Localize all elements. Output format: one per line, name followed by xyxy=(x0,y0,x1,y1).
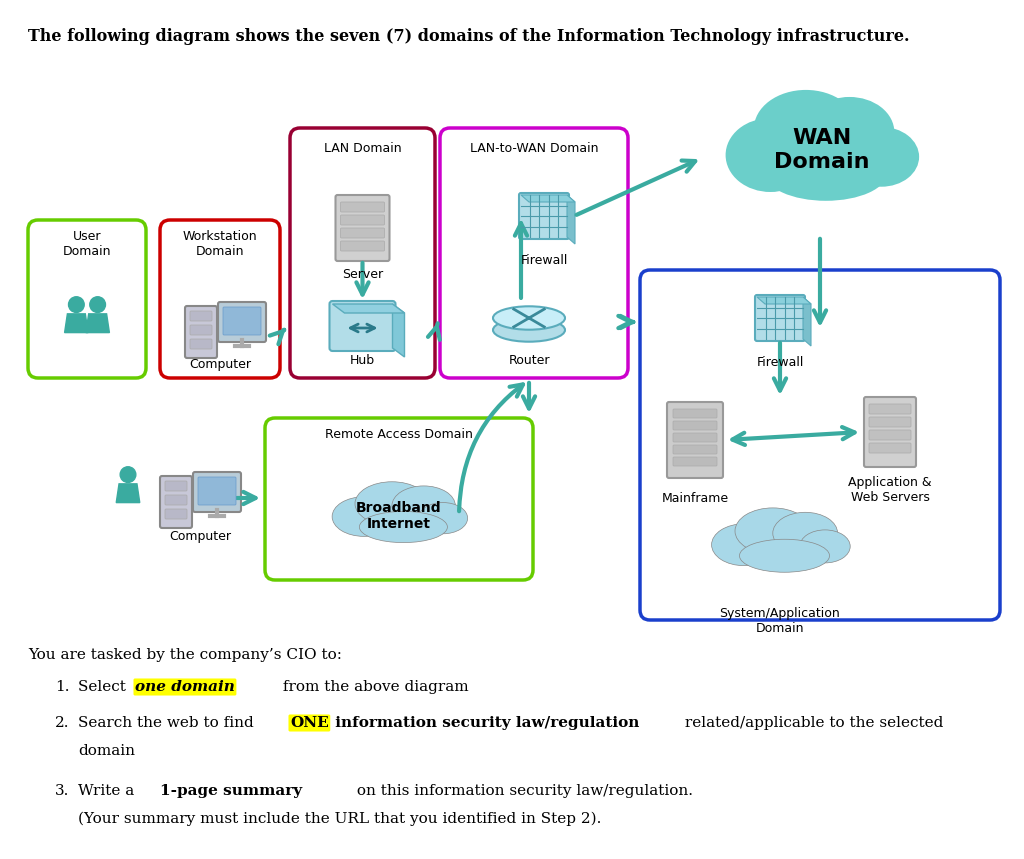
Polygon shape xyxy=(803,297,811,346)
Text: 1.: 1. xyxy=(55,680,70,694)
FancyBboxPatch shape xyxy=(223,307,261,335)
Polygon shape xyxy=(567,195,575,244)
Text: Hub: Hub xyxy=(350,354,375,367)
Ellipse shape xyxy=(359,511,447,543)
FancyBboxPatch shape xyxy=(190,339,212,349)
Ellipse shape xyxy=(739,539,829,572)
Text: Firewall: Firewall xyxy=(757,356,804,369)
Text: Computer: Computer xyxy=(169,530,231,543)
FancyBboxPatch shape xyxy=(864,397,916,467)
Ellipse shape xyxy=(735,508,811,554)
Ellipse shape xyxy=(754,90,858,168)
Polygon shape xyxy=(117,484,139,503)
Ellipse shape xyxy=(493,307,565,330)
Text: related/applicable to the selected: related/applicable to the selected xyxy=(680,716,943,730)
FancyBboxPatch shape xyxy=(869,430,911,440)
Ellipse shape xyxy=(332,497,395,536)
FancyBboxPatch shape xyxy=(673,445,717,454)
Text: from the above diagram: from the above diagram xyxy=(278,680,469,694)
FancyBboxPatch shape xyxy=(330,301,395,351)
Ellipse shape xyxy=(712,524,776,565)
FancyBboxPatch shape xyxy=(673,433,717,442)
Circle shape xyxy=(69,296,84,313)
Text: LAN Domain: LAN Domain xyxy=(324,142,401,155)
Text: Firewall: Firewall xyxy=(520,254,567,267)
Text: Remote Access Domain: Remote Access Domain xyxy=(325,428,473,441)
Text: Workstation
Domain: Workstation Domain xyxy=(182,230,257,258)
FancyBboxPatch shape xyxy=(165,495,187,505)
Text: 1-page summary: 1-page summary xyxy=(160,784,302,798)
Text: Server: Server xyxy=(342,268,383,281)
Text: Computer: Computer xyxy=(189,358,251,371)
FancyBboxPatch shape xyxy=(185,306,217,358)
Text: Router: Router xyxy=(508,354,550,367)
FancyBboxPatch shape xyxy=(198,477,236,505)
Text: The following diagram shows the seven (7) domains of the Information Technology : The following diagram shows the seven (7… xyxy=(28,28,909,45)
FancyBboxPatch shape xyxy=(869,404,911,414)
Text: WAN
Domain: WAN Domain xyxy=(774,128,869,172)
Text: Write a: Write a xyxy=(78,784,139,798)
Text: Broadband
Internet: Broadband Internet xyxy=(356,501,441,531)
Text: (Your summary must include the URL that you identified in Step 2).: (Your summary must include the URL that … xyxy=(78,812,601,826)
Ellipse shape xyxy=(844,127,920,186)
Circle shape xyxy=(90,296,105,313)
FancyBboxPatch shape xyxy=(218,302,266,342)
Text: domain: domain xyxy=(78,744,135,758)
FancyBboxPatch shape xyxy=(673,409,717,418)
Text: 2.: 2. xyxy=(55,716,70,730)
Polygon shape xyxy=(757,297,811,304)
FancyBboxPatch shape xyxy=(190,311,212,321)
FancyBboxPatch shape xyxy=(341,202,384,212)
Text: one domain: one domain xyxy=(135,680,234,694)
Ellipse shape xyxy=(392,486,456,526)
Ellipse shape xyxy=(419,503,468,533)
Polygon shape xyxy=(86,314,110,332)
FancyBboxPatch shape xyxy=(755,295,805,341)
Text: Application &
Web Servers: Application & Web Servers xyxy=(848,476,932,504)
Ellipse shape xyxy=(800,530,850,563)
Polygon shape xyxy=(333,304,404,313)
Polygon shape xyxy=(65,314,88,332)
FancyBboxPatch shape xyxy=(336,195,389,261)
FancyBboxPatch shape xyxy=(160,476,193,528)
FancyBboxPatch shape xyxy=(341,228,384,238)
Text: information security law/regulation: information security law/regulation xyxy=(330,716,639,730)
Text: User
Domain: User Domain xyxy=(62,230,112,258)
FancyBboxPatch shape xyxy=(193,472,241,512)
Ellipse shape xyxy=(726,118,815,192)
Polygon shape xyxy=(521,195,575,202)
FancyBboxPatch shape xyxy=(667,402,723,478)
FancyBboxPatch shape xyxy=(190,325,212,335)
Text: Mainframe: Mainframe xyxy=(662,492,728,505)
FancyBboxPatch shape xyxy=(165,481,187,491)
Ellipse shape xyxy=(773,512,838,554)
Text: System/Application
Domain: System/Application Domain xyxy=(720,607,841,635)
Text: You are tasked by the company’s CIO to:: You are tasked by the company’s CIO to: xyxy=(28,648,342,662)
Text: LAN-to-WAN Domain: LAN-to-WAN Domain xyxy=(470,142,598,155)
Text: Search the web to find: Search the web to find xyxy=(78,716,259,730)
Polygon shape xyxy=(392,304,404,357)
Text: 3.: 3. xyxy=(55,784,70,798)
Ellipse shape xyxy=(493,319,565,342)
Ellipse shape xyxy=(765,144,887,201)
FancyBboxPatch shape xyxy=(673,421,717,430)
FancyBboxPatch shape xyxy=(165,509,187,519)
Circle shape xyxy=(120,466,136,483)
FancyBboxPatch shape xyxy=(519,193,569,239)
FancyBboxPatch shape xyxy=(673,457,717,466)
Ellipse shape xyxy=(355,482,429,526)
FancyBboxPatch shape xyxy=(341,215,384,225)
FancyBboxPatch shape xyxy=(341,241,384,251)
Ellipse shape xyxy=(805,97,894,168)
Text: Select: Select xyxy=(78,680,131,694)
Text: on this information security law/regulation.: on this information security law/regulat… xyxy=(352,784,693,798)
FancyBboxPatch shape xyxy=(869,443,911,453)
FancyBboxPatch shape xyxy=(869,417,911,427)
Text: ONE: ONE xyxy=(290,716,329,730)
